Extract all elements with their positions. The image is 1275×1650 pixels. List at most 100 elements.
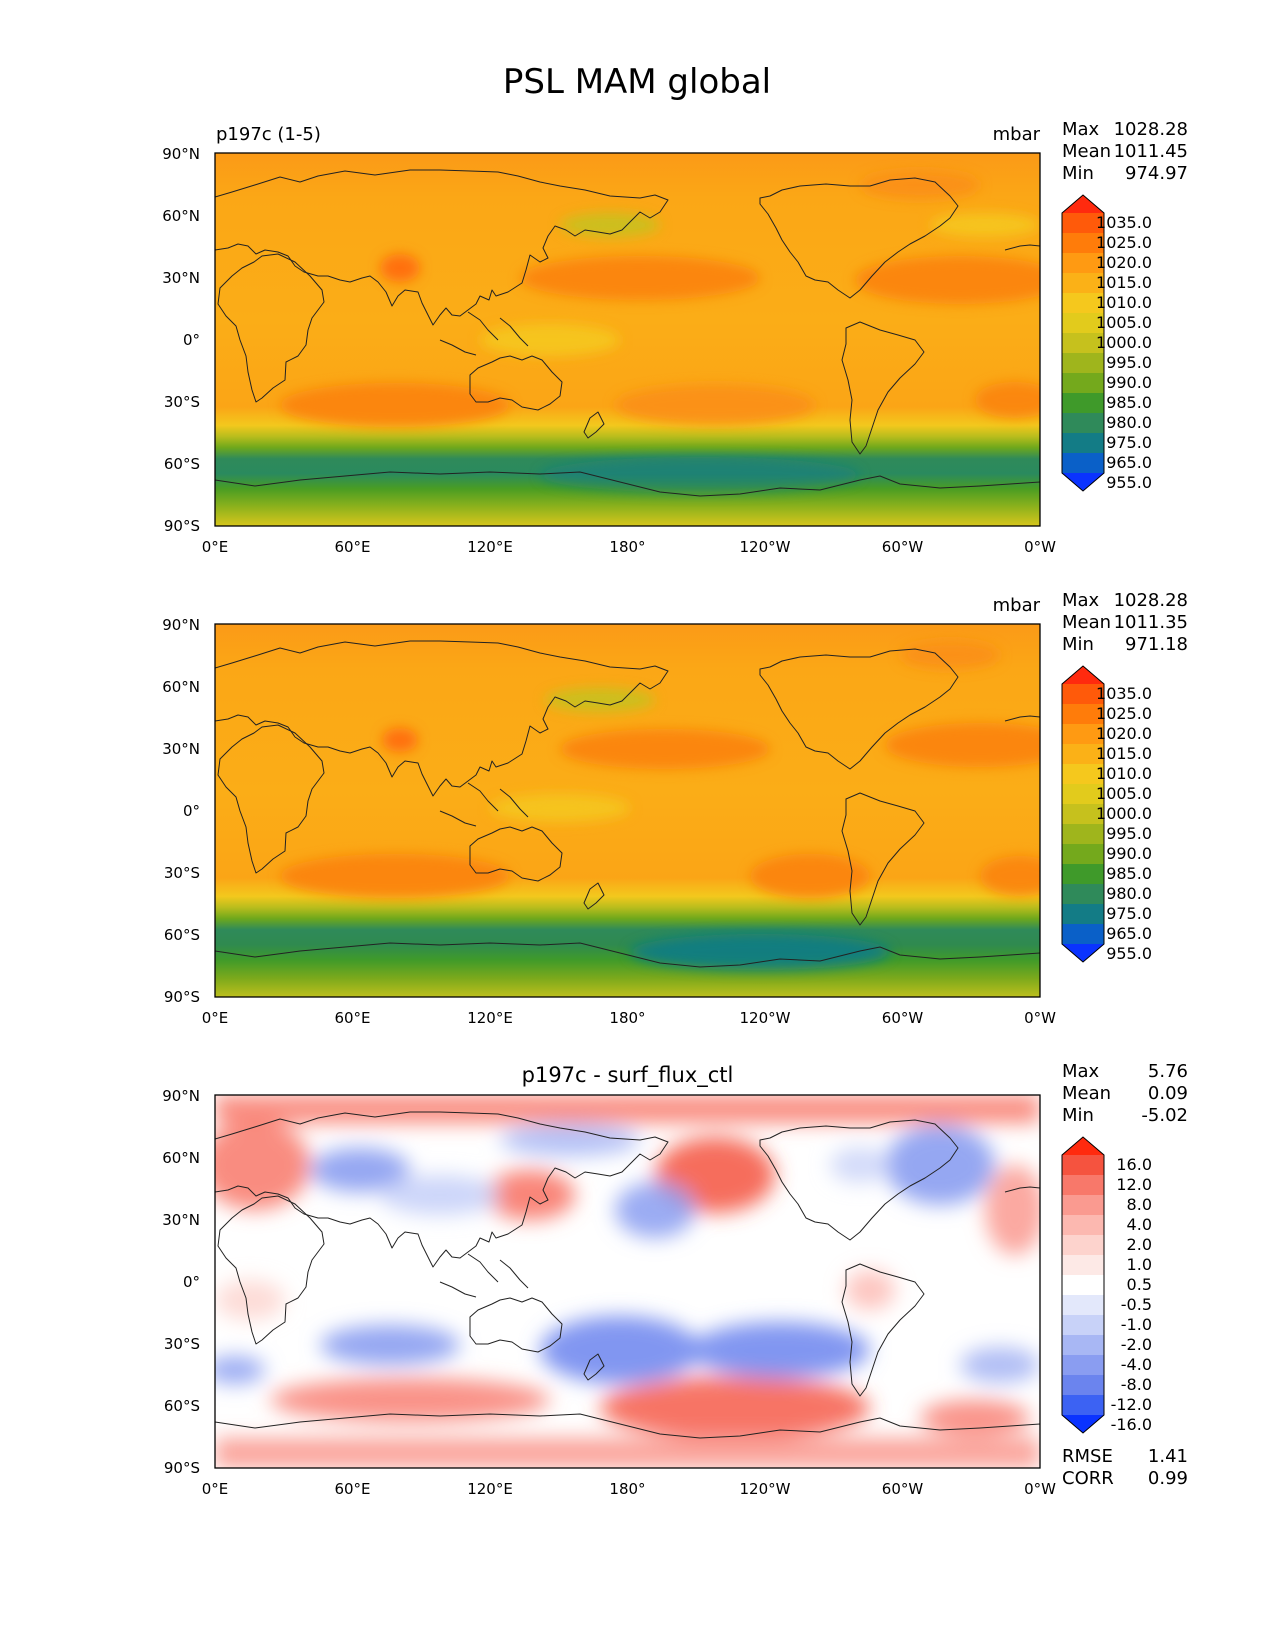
panel-1-colorbar: 1035.01025.01020.01015.01010.01005.01000…: [1061, 194, 1152, 492]
colorbar-extension-max: [1062, 1137, 1104, 1155]
colorbar-swatch: [1062, 213, 1104, 234]
colorbar-swatch: [1062, 1235, 1104, 1256]
colorbar-tick-label: 995.0: [1106, 353, 1152, 372]
colorbar-swatch: [1062, 924, 1104, 945]
colorbar-extension-min: [1062, 1415, 1104, 1433]
lon-tick-label: 60°W: [882, 1009, 924, 1027]
lon-tick-label: 180°: [609, 1480, 645, 1498]
stat-label-min: Min: [1062, 163, 1094, 184]
lon-tick-label: 0°E: [202, 1480, 229, 1498]
colorbar-tick-label: 1025.0: [1096, 704, 1152, 723]
colorbar-tick-label: -2.0: [1121, 1335, 1152, 1354]
panel-1-left-title: p197c (1-5): [216, 124, 321, 145]
colorbar-swatch: [1062, 413, 1104, 434]
colorbar-tick-label: 965.0: [1106, 453, 1152, 472]
colorbar-swatch: [1062, 764, 1104, 785]
lon-tick-label: 60°E: [334, 1009, 370, 1027]
panel-1-map: [215, 153, 1040, 526]
colorbar-swatch: [1062, 373, 1104, 394]
colorbar-extension-min: [1062, 473, 1104, 491]
stat-label-min: Min: [1062, 634, 1094, 655]
panel-1-units: mbar: [993, 124, 1041, 145]
lon-tick-label: 60°W: [882, 538, 924, 556]
panel-2-map: [215, 624, 1040, 997]
rmse-value: 1.41: [1148, 1446, 1188, 1467]
panel-2-frame: [214, 623, 1041, 998]
colorbar-swatch: [1062, 1375, 1104, 1396]
colorbar-swatch: [1062, 884, 1104, 905]
lon-tick-label: 60°E: [334, 1480, 370, 1498]
colorbar-tick-label: 2.0: [1127, 1235, 1152, 1254]
colorbar-tick-label: 955.0: [1106, 944, 1152, 963]
colorbar-swatch: [1062, 904, 1104, 925]
colorbar-swatch: [1062, 1315, 1104, 1336]
colorbar-swatch: [1062, 1255, 1104, 1276]
lon-tick-label: 0°W: [1024, 1009, 1056, 1027]
lat-tick-label: 90°N: [162, 1087, 200, 1105]
panel-3-colorbar: 16.012.08.04.02.01.00.5-0.5-1.0-2.0-4.0-…: [1061, 1136, 1152, 1434]
lon-tick-label: 180°: [609, 1009, 645, 1027]
colorbar-swatch: [1062, 1395, 1104, 1416]
lat-tick-label: 30°N: [162, 269, 200, 287]
stat-value-mean: 1011.45: [1114, 141, 1188, 162]
panel-2-colorbar: 1035.01025.01020.01015.01010.01005.01000…: [1061, 665, 1152, 963]
stat-label-mean: Mean: [1062, 612, 1111, 633]
colorbar-tick-label: 1.0: [1127, 1255, 1152, 1274]
stat-label-max: Max: [1062, 590, 1100, 611]
colorbar-swatch: [1062, 844, 1104, 865]
lat-tick-label: 60°N: [162, 207, 200, 225]
stat-value-max: 1028.28: [1114, 590, 1188, 611]
colorbar-outline: [1061, 194, 1105, 492]
panel-3-difference-features: [215, 1095, 1040, 1468]
colorbar-tick-label: -0.5: [1121, 1295, 1152, 1314]
colorbar-tick-label: 1000.0: [1096, 333, 1152, 352]
colorbar-tick-label: 4.0: [1127, 1215, 1152, 1234]
colorbar-outline: [1061, 665, 1105, 963]
colorbar-swatch: [1062, 313, 1104, 334]
stat-label-min: Min: [1062, 1105, 1094, 1126]
lon-tick-label: 60°E: [334, 538, 370, 556]
colorbar-tick-label: 1015.0: [1096, 744, 1152, 763]
lon-tick-label: 0°W: [1024, 538, 1056, 556]
stat-value-max: 5.76: [1148, 1061, 1188, 1082]
colorbar-swatch: [1062, 273, 1104, 294]
panel-3-frame: [214, 1094, 1041, 1469]
panel-3-stats: Max 5.76 Mean 0.09 Min -5.02: [1062, 1061, 1188, 1126]
lon-tick-label: 0°E: [202, 538, 229, 556]
panel-2-pressure-features: [280, 641, 1040, 970]
colorbar-swatch: [1062, 253, 1104, 274]
stat-value-max: 1028.28: [1114, 119, 1188, 140]
rmse-label: RMSE: [1062, 1446, 1113, 1467]
corr-label: CORR: [1062, 1468, 1114, 1489]
lon-tick-label: 120°E: [467, 1480, 513, 1498]
panel-3-lon-ticks: 0°E 60°E 120°E 180° 120°W 60°W 0°W: [202, 1480, 1056, 1498]
colorbar-swatch: [1062, 353, 1104, 374]
colorbar-tick-label: 1035.0: [1096, 684, 1152, 703]
panel-1-stats: Max 1028.28 Mean 1011.45 Min 974.97: [1062, 119, 1188, 184]
stat-label-max: Max: [1062, 1061, 1100, 1082]
colorbar-tick-label: 1020.0: [1096, 253, 1152, 272]
colorbar-tick-label: 1005.0: [1096, 313, 1152, 332]
colorbar-extension-max: [1062, 195, 1104, 213]
colorbar-tick-label: 12.0: [1116, 1175, 1152, 1194]
coastlines: [215, 640, 1040, 968]
stat-value-mean: 0.09: [1148, 1083, 1188, 1104]
lon-tick-label: 0°W: [1024, 1480, 1056, 1498]
colorbar-swatch: [1062, 233, 1104, 254]
stat-label-max: Max: [1062, 119, 1100, 140]
colorbar-tick-label: 1000.0: [1096, 804, 1152, 823]
lon-tick-label: 120°W: [740, 1480, 791, 1498]
colorbar-tick-label: -16.0: [1111, 1415, 1152, 1434]
colorbar-tick-label: 980.0: [1106, 884, 1152, 903]
lat-tick-label: 30°N: [162, 1211, 200, 1229]
colorbar-tick-label: 1015.0: [1096, 273, 1152, 292]
coastlines: [215, 169, 1040, 497]
colorbar-tick-label: 985.0: [1106, 864, 1152, 883]
panel-3-center-title: p197c - surf_flux_ctl: [522, 1063, 734, 1088]
panel-1-lon-ticks: 0°E 60°E 120°E 180° 120°W 60°W 0°W: [202, 538, 1056, 556]
panel-1: p197c (1-5) mbar: [162, 119, 1188, 556]
panel-3-map: [215, 1095, 1040, 1468]
colorbar-swatch: [1062, 744, 1104, 765]
colorbar-extension-min: [1062, 944, 1104, 962]
